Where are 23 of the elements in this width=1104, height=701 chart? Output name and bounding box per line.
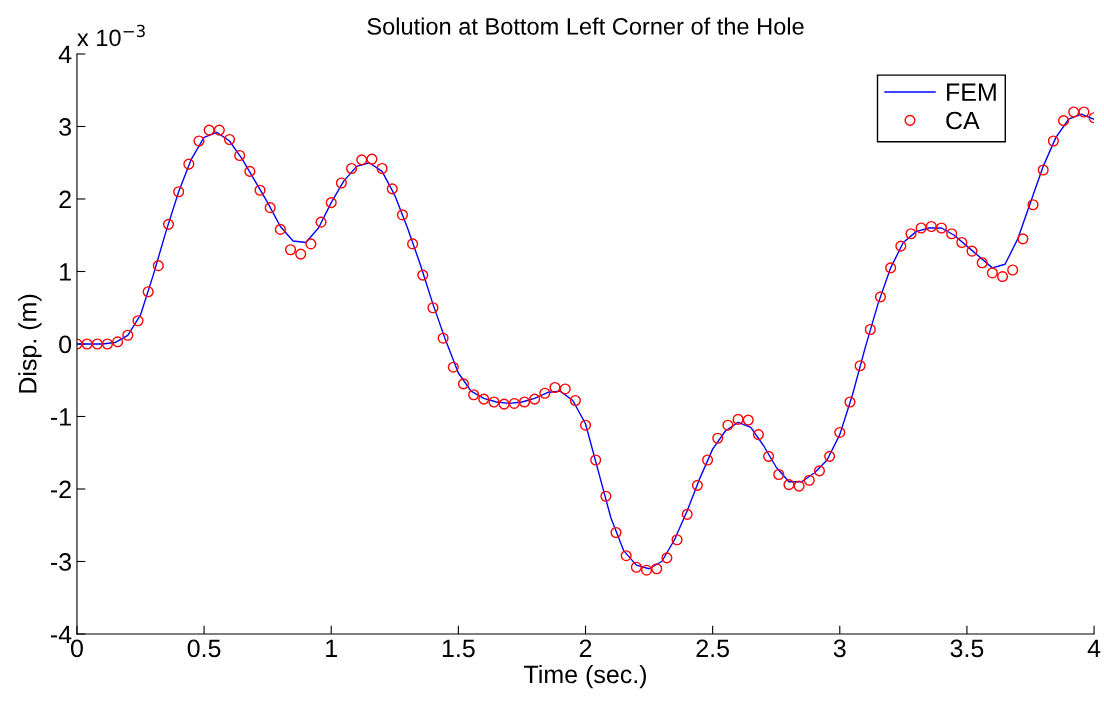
y-tick-label: -2: [50, 480, 71, 499]
chart-title: Solution at Bottom Left Corner of the Hole: [367, 17, 804, 35]
x-axis-title: Time (sec.): [524, 664, 646, 689]
x-tick-label: 3.5: [950, 639, 984, 658]
y-tick-label: 4: [58, 45, 72, 64]
legend-label: CA: [946, 111, 980, 130]
y-tick-label: -3: [50, 553, 71, 571]
legend-label: FEM: [947, 83, 996, 101]
x-tick-label: 2: [579, 639, 592, 657]
x-tick-label: 1.5: [442, 639, 475, 658]
text: x 10$^{−3}$: [77, 24, 145, 47]
y-tick-label: -1: [50, 408, 71, 426]
y-tick-label: -4: [50, 625, 72, 644]
x-tick-label: 1: [326, 639, 337, 657]
x-tick-label: 2.5: [696, 639, 729, 658]
y-tick-label: 2: [59, 190, 71, 209]
y-tick-label: 3: [59, 118, 71, 136]
x-tick-label: 4: [1087, 639, 1101, 657]
y-tick-label: 1: [60, 263, 71, 281]
y-axis-title: Disp. (m): [18, 294, 42, 393]
x-tick-label: 0.5: [187, 639, 221, 658]
y-tick-label: 0: [59, 335, 72, 354]
x-tick-label: 3: [833, 639, 846, 658]
